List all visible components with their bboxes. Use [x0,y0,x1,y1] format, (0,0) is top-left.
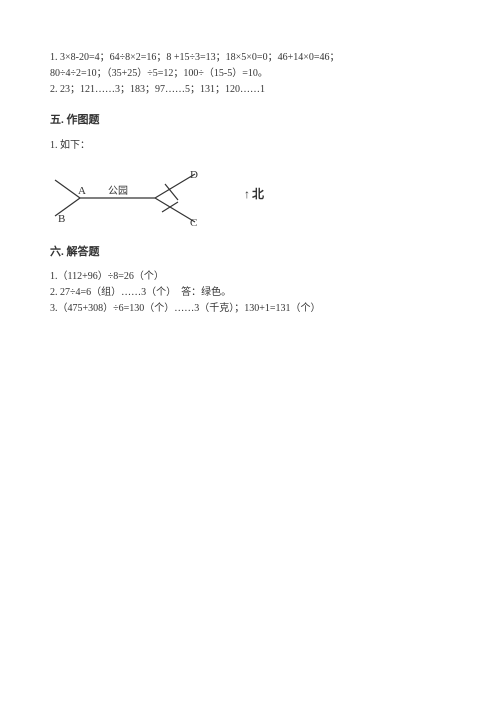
svg-text:公园: 公园 [108,185,128,197]
answer-line-1: 1. 3×8-20=4；64÷8×2=16；8 +15÷3=13；18×5×0=… [50,50,450,66]
svg-text:A: A [78,185,86,197]
section-6-item-2: 2. 27÷4=6（组）……3（个） 答：绿色。 [50,285,450,301]
section-6-title: 六. 解答题 [50,244,450,262]
answer-line-3: 2. 23；121……3；183；97……5；131；120……1 [50,82,450,98]
section-5-title: 五. 作图题 [50,112,450,130]
diagram-row: A B C D 公园 ↑北 [50,160,450,230]
answer-line-2: 80÷4÷2=10；（35+25）÷5=12；100÷（15-5）=10。 [50,66,450,82]
section-5-item-1: 1. 如下： [50,138,450,154]
document-page: 1. 3×8-20=4；64÷8×2=16；8 +15÷3=13；18×5×0=… [0,0,500,707]
section-6-item-1: 1.（112+96）÷8=26（个） [50,269,450,285]
svg-text:C: C [190,217,197,229]
park-diagram: A B C D 公园 [50,160,220,230]
section-6-item-3: 3.（475+308）÷6=130（个）……3（千克）；130+1=131（个） [50,301,450,317]
svg-text:D: D [190,169,198,181]
north-indicator: ↑北 [244,185,266,204]
svg-text:B: B [58,213,65,225]
